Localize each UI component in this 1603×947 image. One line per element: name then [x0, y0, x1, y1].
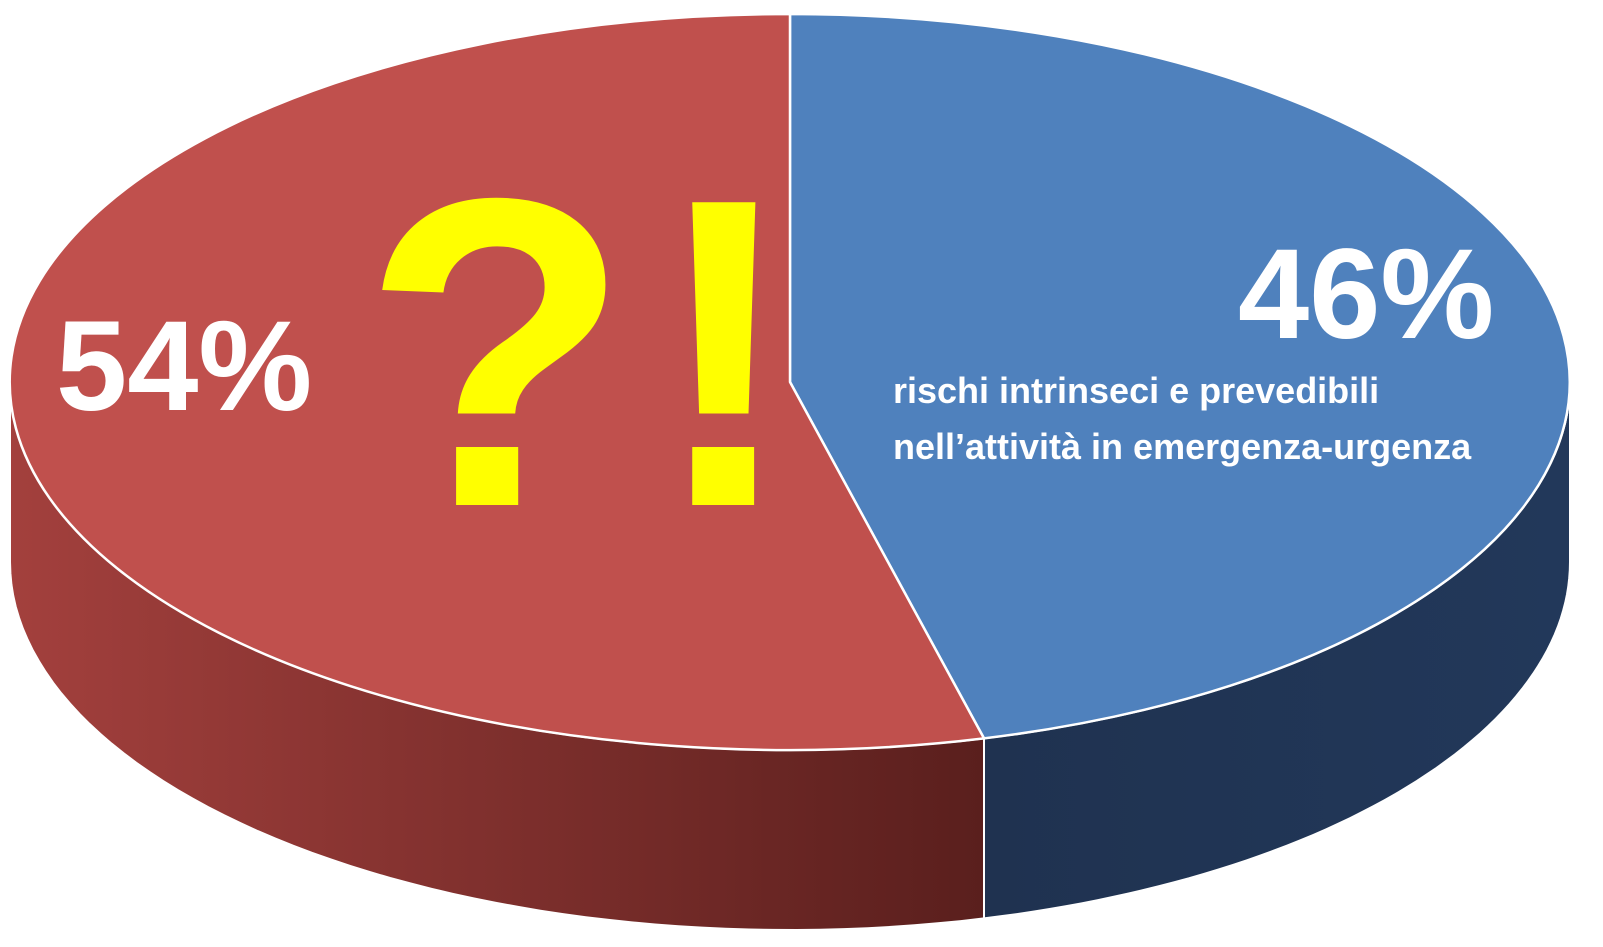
slice-description-line-2: nell’attività in emergenza-urgenza [893, 426, 1472, 467]
annotation-text-1: ?! [362, 108, 817, 599]
slice-value-label-2: 54% [56, 295, 312, 438]
slice-value-label-1: 46% [1238, 223, 1494, 366]
slice-description-line-1: rischi intrinseci e prevedibili [893, 370, 1379, 411]
